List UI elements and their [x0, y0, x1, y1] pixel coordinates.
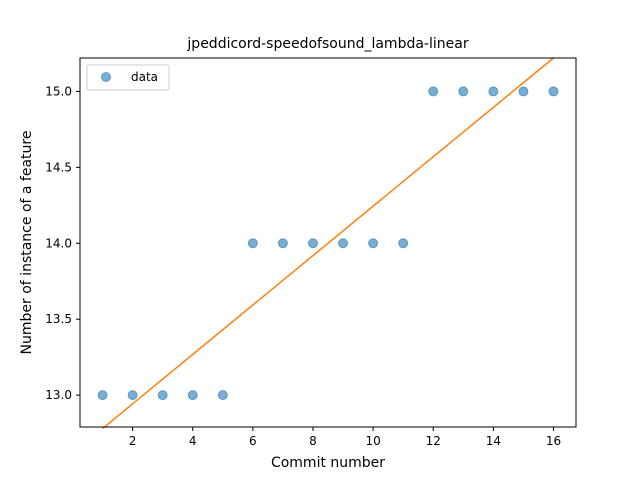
legend-marker-data [101, 72, 111, 82]
data-point [518, 86, 529, 97]
data-point [398, 238, 409, 249]
x-tick-label: 4 [189, 434, 197, 448]
y-tick-label: 14.5 [45, 160, 72, 174]
data-point [307, 238, 318, 249]
fit-line [102, 57, 554, 430]
x-axis-label: Commit number [271, 455, 385, 471]
x-tick-label: 16 [546, 434, 561, 448]
y-tick-label: 15.0 [45, 84, 72, 98]
x-tick-label: 10 [365, 434, 380, 448]
data-point [338, 238, 349, 249]
axis-ticks: 2 4 6 8 10 12 14 16 13.0 13.5 14.0 14.5 15.0 [45, 84, 561, 448]
legend-frame [86, 64, 170, 91]
x-tick-label: 14 [486, 434, 501, 448]
data-point [127, 390, 138, 401]
data-point [97, 390, 108, 401]
y-tick-label: 14.0 [45, 236, 72, 250]
x-tick-label: 6 [249, 434, 257, 448]
x-tick-label: 8 [309, 434, 317, 448]
chart-title: jpeddicord-speedofsound_lambda-linear [186, 36, 468, 52]
data-point [488, 86, 499, 97]
x-tick-label: 2 [129, 434, 137, 448]
data-point [548, 86, 559, 97]
x-tick-label: 12 [426, 434, 441, 448]
data-point [217, 390, 228, 401]
data-point [458, 86, 469, 97]
data-point [157, 390, 168, 401]
data-point [187, 390, 198, 401]
legend: data [86, 64, 170, 91]
data-point [428, 86, 439, 97]
plot-frame [79, 57, 577, 428]
legend-label-data: data [131, 70, 158, 84]
data-point [247, 238, 258, 249]
y-tick-label: 13.0 [45, 388, 72, 402]
y-tick-label: 13.5 [45, 312, 72, 326]
plot-marks [97, 57, 559, 430]
data-point [277, 238, 288, 249]
y-axis-label: Number of instance of a feature [19, 131, 35, 355]
data-point [368, 238, 379, 249]
